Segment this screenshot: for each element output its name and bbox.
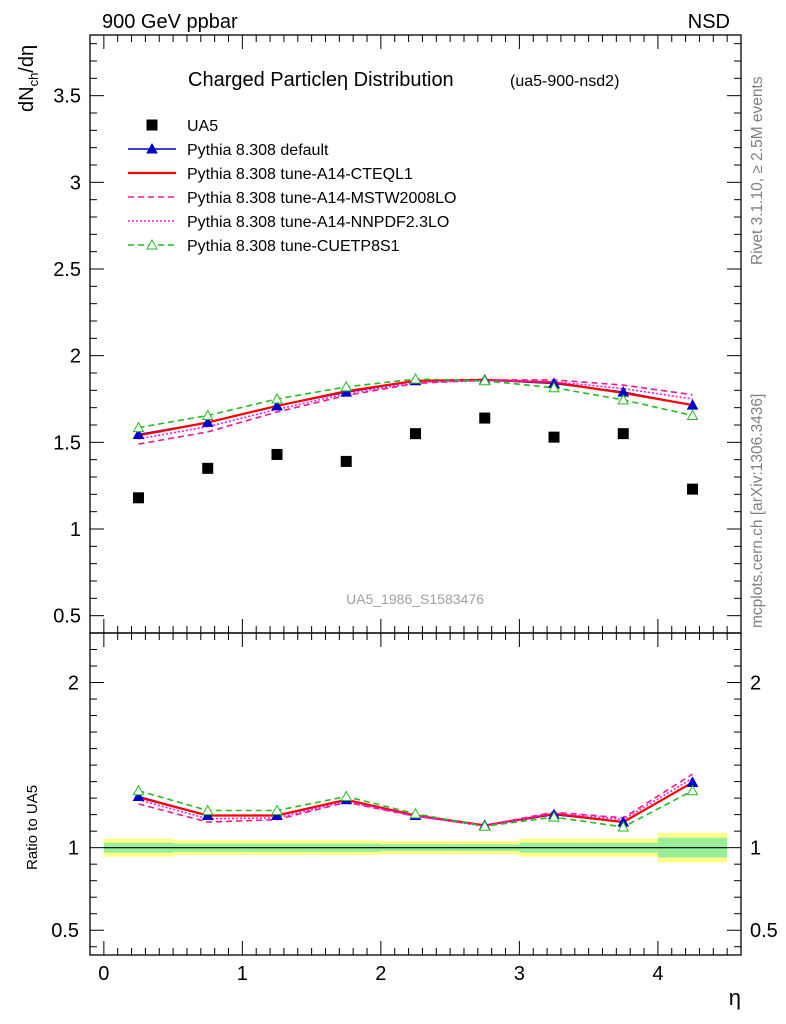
ratio-marker <box>201 804 214 816</box>
data-point <box>479 412 491 424</box>
x-tick-label: 2 <box>375 963 386 985</box>
series-marker <box>686 399 699 410</box>
header-right: NSD <box>688 11 730 33</box>
side-label-top: Rivet 3.1.10, ≥ 2.5M events <box>749 76 766 265</box>
ratio-marker <box>617 820 630 832</box>
ratio-marker <box>340 790 353 801</box>
legend-label: UA5 <box>187 118 218 135</box>
ratio-y-tick-label: 0.5 <box>51 920 79 942</box>
ratio-marker <box>132 790 145 801</box>
ratio-panel-frame <box>89 632 742 956</box>
data-point <box>271 448 283 460</box>
legend-label: Pythia 8.308 tune-A14-CTEQL1 <box>187 166 413 183</box>
y-tick-label: 2 <box>70 346 81 368</box>
x-tick-label: 4 <box>652 963 663 985</box>
watermark-label: UA5_1986_S1583476 <box>346 591 484 607</box>
ratio-marker <box>271 804 283 816</box>
ratio-y-tick-label: 2 <box>68 673 79 695</box>
legend-marker <box>146 238 158 250</box>
header-left: 900 GeV ppbar <box>102 11 238 33</box>
ratio-y-tick-label: 1 <box>68 838 79 860</box>
data-point <box>340 455 352 467</box>
legend-marker <box>146 142 158 154</box>
ratio-marker <box>132 784 145 796</box>
y-tick-label: 2.5 <box>53 259 81 281</box>
ratio-panel: 0.5 0.5 1 1 2 2 Ratio to UA5 <box>24 632 778 956</box>
ratio-y-axis-label: Ratio to UA5 <box>24 785 41 870</box>
ratio-marker <box>686 784 699 796</box>
data-point <box>410 428 421 440</box>
data-point <box>687 483 699 495</box>
ratio-y-tick-label-right: 1 <box>750 838 761 860</box>
y-axis-label-tail: /dη <box>16 45 38 73</box>
y-tick-label: 1.5 <box>53 432 81 454</box>
series-marker <box>686 409 699 420</box>
series-marker <box>132 421 145 433</box>
x-tick-label: 0 <box>98 963 109 985</box>
y-tick-label: 3 <box>70 172 81 194</box>
legend-label: Pythia 8.308 tune-CUETP8S1 <box>187 238 400 255</box>
chart-title: Charged Particleη Distribution <box>188 69 454 91</box>
series-marker <box>271 392 283 404</box>
series-marker <box>617 393 630 405</box>
legend-marker <box>146 119 158 131</box>
y-axis-label-main: dN <box>16 86 38 112</box>
ratio-marker <box>478 820 491 831</box>
series-line <box>138 378 693 429</box>
main-series <box>132 373 699 504</box>
ratio-marker <box>548 811 560 822</box>
chart-subtitle: (ua5-900-nsd2) <box>510 73 619 90</box>
data-point <box>617 428 629 440</box>
y-axis-label-sub: ch <box>26 73 41 87</box>
y-tick-label: 0.5 <box>53 606 81 628</box>
main-ticks: 0.5 1 1.5 2 2.5 3 3.5 <box>53 35 741 634</box>
y-tick-label: 1 <box>70 519 81 541</box>
legend: UA5 Pythia 8.308 default Pythia 8.308 tune… <box>128 118 456 255</box>
series-marker <box>478 374 491 386</box>
legend-label: Pythia 8.308 default <box>187 142 329 159</box>
series-marker <box>340 386 353 397</box>
x-axis-label: η <box>729 985 741 1010</box>
series-line <box>138 378 693 437</box>
series-line <box>138 379 693 436</box>
data-point <box>548 431 560 443</box>
main-panel: 0.5 1 1.5 2 2.5 3 3.5 Charged Particleη Distri… <box>16 34 742 634</box>
legend-label: Pythia 8.308 tune-A14-MSTW2008LO <box>187 190 456 207</box>
series-marker <box>409 373 422 384</box>
y-axis-label: dNch/dη <box>16 45 41 112</box>
series-marker <box>548 381 560 393</box>
side-label-bottom: mcplots.cern.ch [arXiv:1306.3436] <box>749 394 766 628</box>
ratio-line <box>138 777 693 828</box>
data-point <box>132 492 144 504</box>
data-point <box>202 462 214 474</box>
series-marker <box>271 399 283 411</box>
x-tick-label: 3 <box>514 963 525 985</box>
x-tick-label: 1 <box>237 963 248 985</box>
ratio-y-tick-label-right: 2 <box>750 673 761 695</box>
x-tick-labels: 0 1 2 3 4 <box>98 963 663 985</box>
series-marker <box>340 380 353 392</box>
series-marker <box>201 416 214 427</box>
ratio-y-tick-label-right: 0.5 <box>750 920 778 942</box>
series-marker <box>201 409 214 420</box>
ratio-ticks: 0.5 0.5 1 1 2 2 <box>51 632 778 955</box>
ratio-marker <box>409 807 422 819</box>
ratio-series <box>132 773 699 832</box>
legend-label: Pythia 8.308 tune-A14-NNPDF2.3LO <box>187 214 449 231</box>
y-tick-label: 3.5 <box>53 86 81 108</box>
series-marker <box>132 428 145 440</box>
ratio-uncertainty-band <box>103 832 728 863</box>
